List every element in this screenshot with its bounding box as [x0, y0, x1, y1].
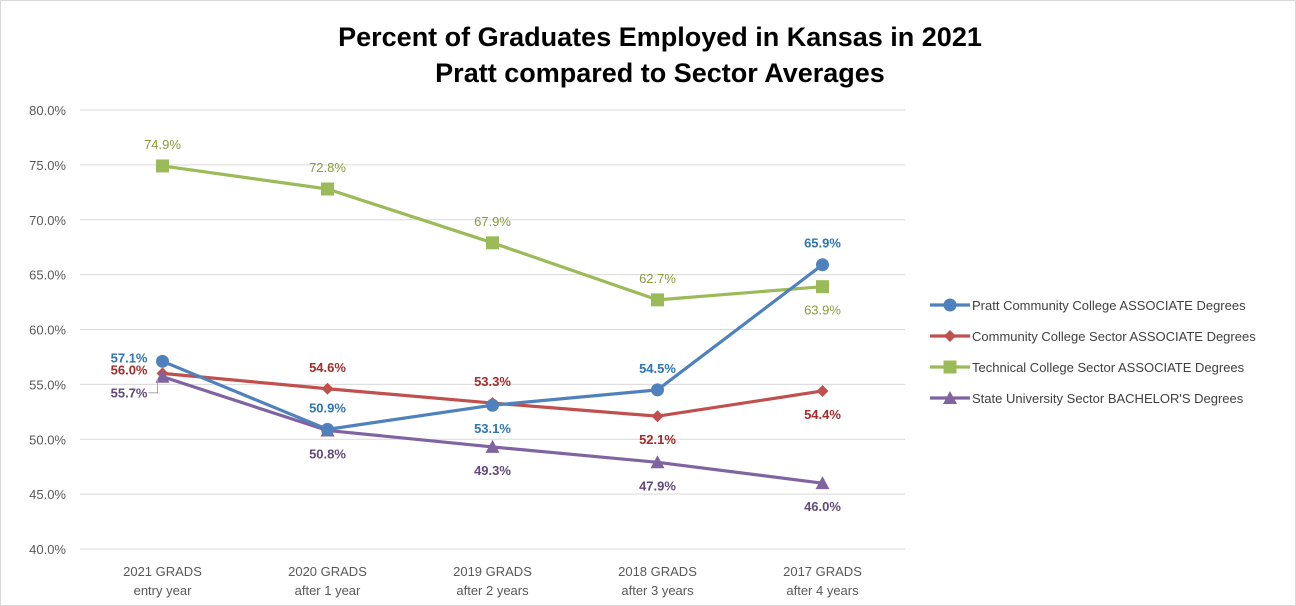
data-point-marker [816, 280, 829, 294]
data-label: 65.9% [804, 236, 841, 251]
data-label: 53.1% [474, 421, 511, 436]
legend-swatch-marker [943, 298, 957, 312]
y-tick-label: 75.0% [29, 158, 66, 173]
legend-label: State University Sector BACHELOR'S Degre… [972, 391, 1244, 406]
x-tick-label: 2020 GRADS after 1 year [288, 564, 367, 598]
data-point-marker [816, 258, 829, 272]
data-point-marker [651, 383, 664, 397]
data-label: 56.0% [111, 362, 148, 377]
y-tick-label: 50.0% [29, 432, 66, 447]
data-point-marker [156, 354, 169, 368]
data-point-marker [321, 382, 334, 395]
data-label: 57.1% [111, 350, 148, 365]
y-axis-tick-labels: 40.0% 45.0% 50.0% 55.0% 60.0% 65.0% 70.0% 75.0%… [29, 103, 66, 557]
x-tick-label: 2017 GRADS after 4 years [783, 564, 862, 598]
data-point-marker [321, 182, 334, 196]
legend: Pratt Community College ASSOCIATE Degree… [930, 298, 1256, 406]
data-label: 53.3% [474, 374, 511, 389]
legend-label: Pratt Community College ASSOCIATE Degree… [972, 298, 1246, 313]
legend-swatch-marker [943, 391, 957, 404]
y-tick-label: 70.0% [29, 213, 66, 228]
data-point-marker [815, 476, 830, 490]
data-label: 54.6% [309, 360, 346, 375]
data-label: 46.0% [804, 499, 841, 514]
legend-label: Technical College Sector ASSOCIATE Degre… [972, 360, 1245, 375]
data-label: 63.9% [804, 303, 841, 318]
data-labels: 57.1% 50.9% 53.1% 54.5% 65.9% 56.0% 54.6% 53.3%… [111, 137, 842, 514]
y-tick-label: 55.0% [29, 377, 66, 392]
legend-item: Community College Sector ASSOCIATE Degre… [930, 329, 1256, 344]
data-label: 67.9% [474, 214, 511, 229]
data-label: 47.9% [639, 478, 676, 493]
data-point-marker [156, 159, 169, 173]
series-line [162, 164, 823, 302]
data-point-marker [651, 410, 664, 423]
data-point-marker [486, 398, 499, 412]
series-markers [155, 159, 830, 490]
chart-title-line-1: Percent of Graduates Employed in Kansas … [338, 22, 982, 52]
y-tick-label: 60.0% [29, 323, 66, 338]
data-label: 55.7% [111, 386, 148, 401]
chart-title: Percent of Graduates Employed in Kansas … [338, 22, 982, 88]
callout-leader-line [148, 378, 158, 394]
data-label: 49.3% [474, 463, 511, 478]
data-label: 54.5% [639, 361, 676, 376]
data-point-marker [321, 422, 334, 436]
data-label: 62.7% [639, 271, 676, 286]
data-label: 54.4% [804, 407, 841, 422]
legend-item: Technical College Sector ASSOCIATE Degre… [930, 360, 1245, 375]
y-tick-label: 40.0% [29, 542, 66, 557]
data-point-marker [486, 236, 499, 250]
y-tick-label: 45.0% [29, 487, 66, 502]
data-point-marker [650, 455, 665, 469]
data-label: 52.1% [639, 432, 676, 447]
legend-label: Community College Sector ASSOCIATE Degre… [972, 329, 1256, 344]
legend-item: State University Sector BACHELOR'S Degre… [930, 391, 1244, 406]
x-tick-label: 2019 GRADS after 2 years [453, 564, 532, 598]
legend-item: Pratt Community College ASSOCIATE Degree… [930, 298, 1246, 313]
data-label: 50.9% [309, 400, 346, 415]
data-point-marker [651, 293, 664, 307]
data-point-marker [485, 439, 500, 453]
legend-swatch-marker [943, 360, 957, 374]
x-tick-label: 2021 GRADS entry year [123, 564, 202, 598]
y-tick-label: 65.0% [29, 268, 66, 283]
data-label: 72.8% [309, 160, 346, 175]
data-label: 74.9% [144, 137, 181, 152]
data-point-marker [816, 384, 829, 397]
x-axis-tick-labels: 2021 GRADS entry year 2020 GRADS after 1 ye… [123, 564, 862, 598]
data-point-marker [155, 369, 170, 383]
chart-title-line-2: Pratt compared to Sector Averages [435, 58, 885, 88]
gridlines [80, 109, 905, 550]
legend-swatch-marker [944, 330, 956, 342]
x-tick-label: 2018 GRADS after 3 years [618, 564, 697, 598]
data-label: 50.8% [309, 446, 346, 461]
y-tick-label: 80.0% [29, 103, 66, 118]
